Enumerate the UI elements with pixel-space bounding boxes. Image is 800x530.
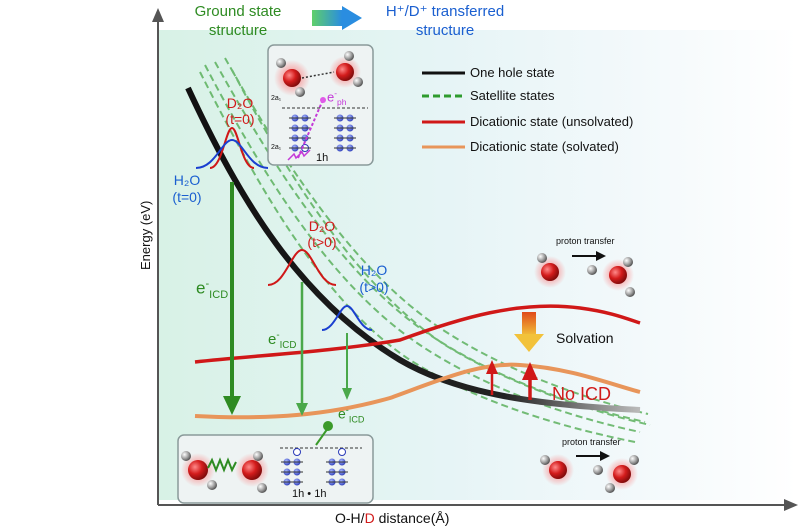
d2o-t0-label: D₂O (t=0) [218,95,262,127]
d2o-t-label: D₂O (t>0) [300,218,344,250]
one-hole-curve [185,86,641,413]
legend-solvated: Dicationic state (solvated) [470,139,619,154]
x-axis-label: O-H/D distance(Å) [335,510,449,526]
transferred-structure-label: H⁺/D⁺ transferred structure [385,3,505,39]
h2o-t-time: (t>0) [359,279,389,295]
icd-arrows [223,182,352,416]
y-axis-label: Energy (eV) [138,200,153,270]
background-panel [158,30,798,500]
proton-transfer-label-bottom: proton transfer [562,437,621,447]
transfer-arrow [312,10,342,26]
h2o-t0-time: (t=0) [172,189,202,205]
no-icd-arrows [486,360,538,400]
solvation-arrow [522,312,536,336]
x-axis-label-suffix: distance(Å) [374,510,450,526]
d2o-t0-time: (t=0) [225,111,255,127]
d2o-t-name: D₂O [308,218,336,234]
eicd-label-3: e-ICD [338,405,365,425]
proton-transfer-top [534,251,635,297]
inset-bottom-label: 1h • 1h [292,488,327,500]
legend-unsolvated: Dicationic state (unsolvated) [470,114,634,129]
inset-bottom [177,421,374,504]
wavepackets [195,126,373,331]
legend-lines [422,71,465,149]
h2o-t0-label: H₂O (t=0) [165,172,209,206]
proton-transfer-label-top: proton transfer [556,236,615,246]
axes [152,8,798,511]
legend-satellite: Satellite states [470,88,555,103]
d2o-t-time: (t>0) [307,234,337,250]
eicd-e-1: e [196,278,206,298]
x-axis-label-d: D [364,510,375,526]
eph-sub: ph [337,96,347,107]
dicationic-solvated-curve [194,362,641,420]
no-icd-label: No ICD [552,384,612,404]
eicd-label-2: e-ICD [268,330,297,351]
h2o-t-name: H₂O [360,262,388,278]
inset-top-2a1-b: 2a₁ [271,144,282,151]
d2o-t0-name: D₂O [226,95,254,111]
eph-e: e [327,89,335,105]
proton-transfer-bottom [540,451,639,493]
dicationic-unsolvated-curve [194,304,641,364]
eicd-sub-3: ICD [348,414,365,425]
eph-label: e-ph [327,88,347,107]
eicd-label-1: e-ICD [196,278,229,302]
eicd-e-2: e [268,331,277,348]
h2o-t0-name: H₂O [173,172,201,188]
eicd-sub-2: ICD [279,340,297,351]
inset-top [267,44,374,166]
ground-state-label: Ground state structure [194,3,282,39]
x-axis-label-prefix: O-H/ [335,510,365,526]
eicd-sub-1: ICD [209,289,229,302]
h2o-t-label: H₂O (t>0) [352,262,396,296]
inset-top-1h: 1h [316,152,329,164]
solvation-label: Solvation [556,330,614,346]
legend-one-hole: One hole state [470,65,555,80]
inset-top-2a1-a: 2a₁ [271,95,282,102]
eicd-e-3: e [338,405,346,422]
